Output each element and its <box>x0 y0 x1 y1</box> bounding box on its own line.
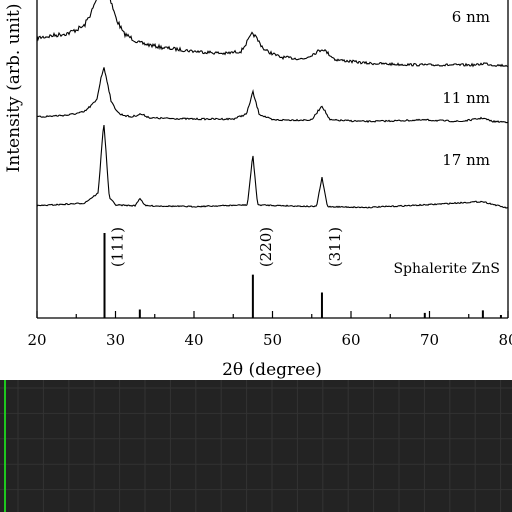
xrd-chart: 6 nm 11 nm 17 nm (111) (220) (311) Sphalerite… <box>4 0 512 380</box>
series-line-1 <box>36 0 509 68</box>
series-line-3 <box>36 124 509 209</box>
y-axis-label: Intensity (arb. unit) <box>4 4 24 173</box>
x-tick-label-50: 50 <box>263 331 282 349</box>
reference-layer: (111) (220) (311) Sphalerite ZnS <box>103 227 502 318</box>
x-ticks: 20 30 40 50 60 70 80 <box>27 311 512 349</box>
x-tick-label-30: 30 <box>106 331 125 349</box>
x-axis-label: 2θ (degree) <box>222 360 322 380</box>
series-label-1: 6 nm <box>452 8 490 26</box>
dark-grid <box>0 380 512 512</box>
x-tick-label-70: 70 <box>420 331 439 349</box>
series-label-3: 17 nm <box>442 151 490 169</box>
reference-name: Sphalerite ZnS <box>393 261 500 277</box>
x-tick-label-60: 60 <box>341 331 360 349</box>
dark-grid-panel <box>0 380 512 512</box>
hkl-label-1: (111) <box>109 227 127 267</box>
series-label-2: 11 nm <box>442 89 490 107</box>
series-line-2 <box>36 67 509 124</box>
x-tick-label-80: 80 <box>498 331 512 349</box>
hkl-label-4: (311) <box>326 227 344 267</box>
series-layer: 6 nm 11 nm 17 nm <box>36 0 509 209</box>
x-tick-label-20: 20 <box>27 331 46 349</box>
x-tick-label-40: 40 <box>184 331 203 349</box>
hkl-label-3: (220) <box>257 227 275 267</box>
